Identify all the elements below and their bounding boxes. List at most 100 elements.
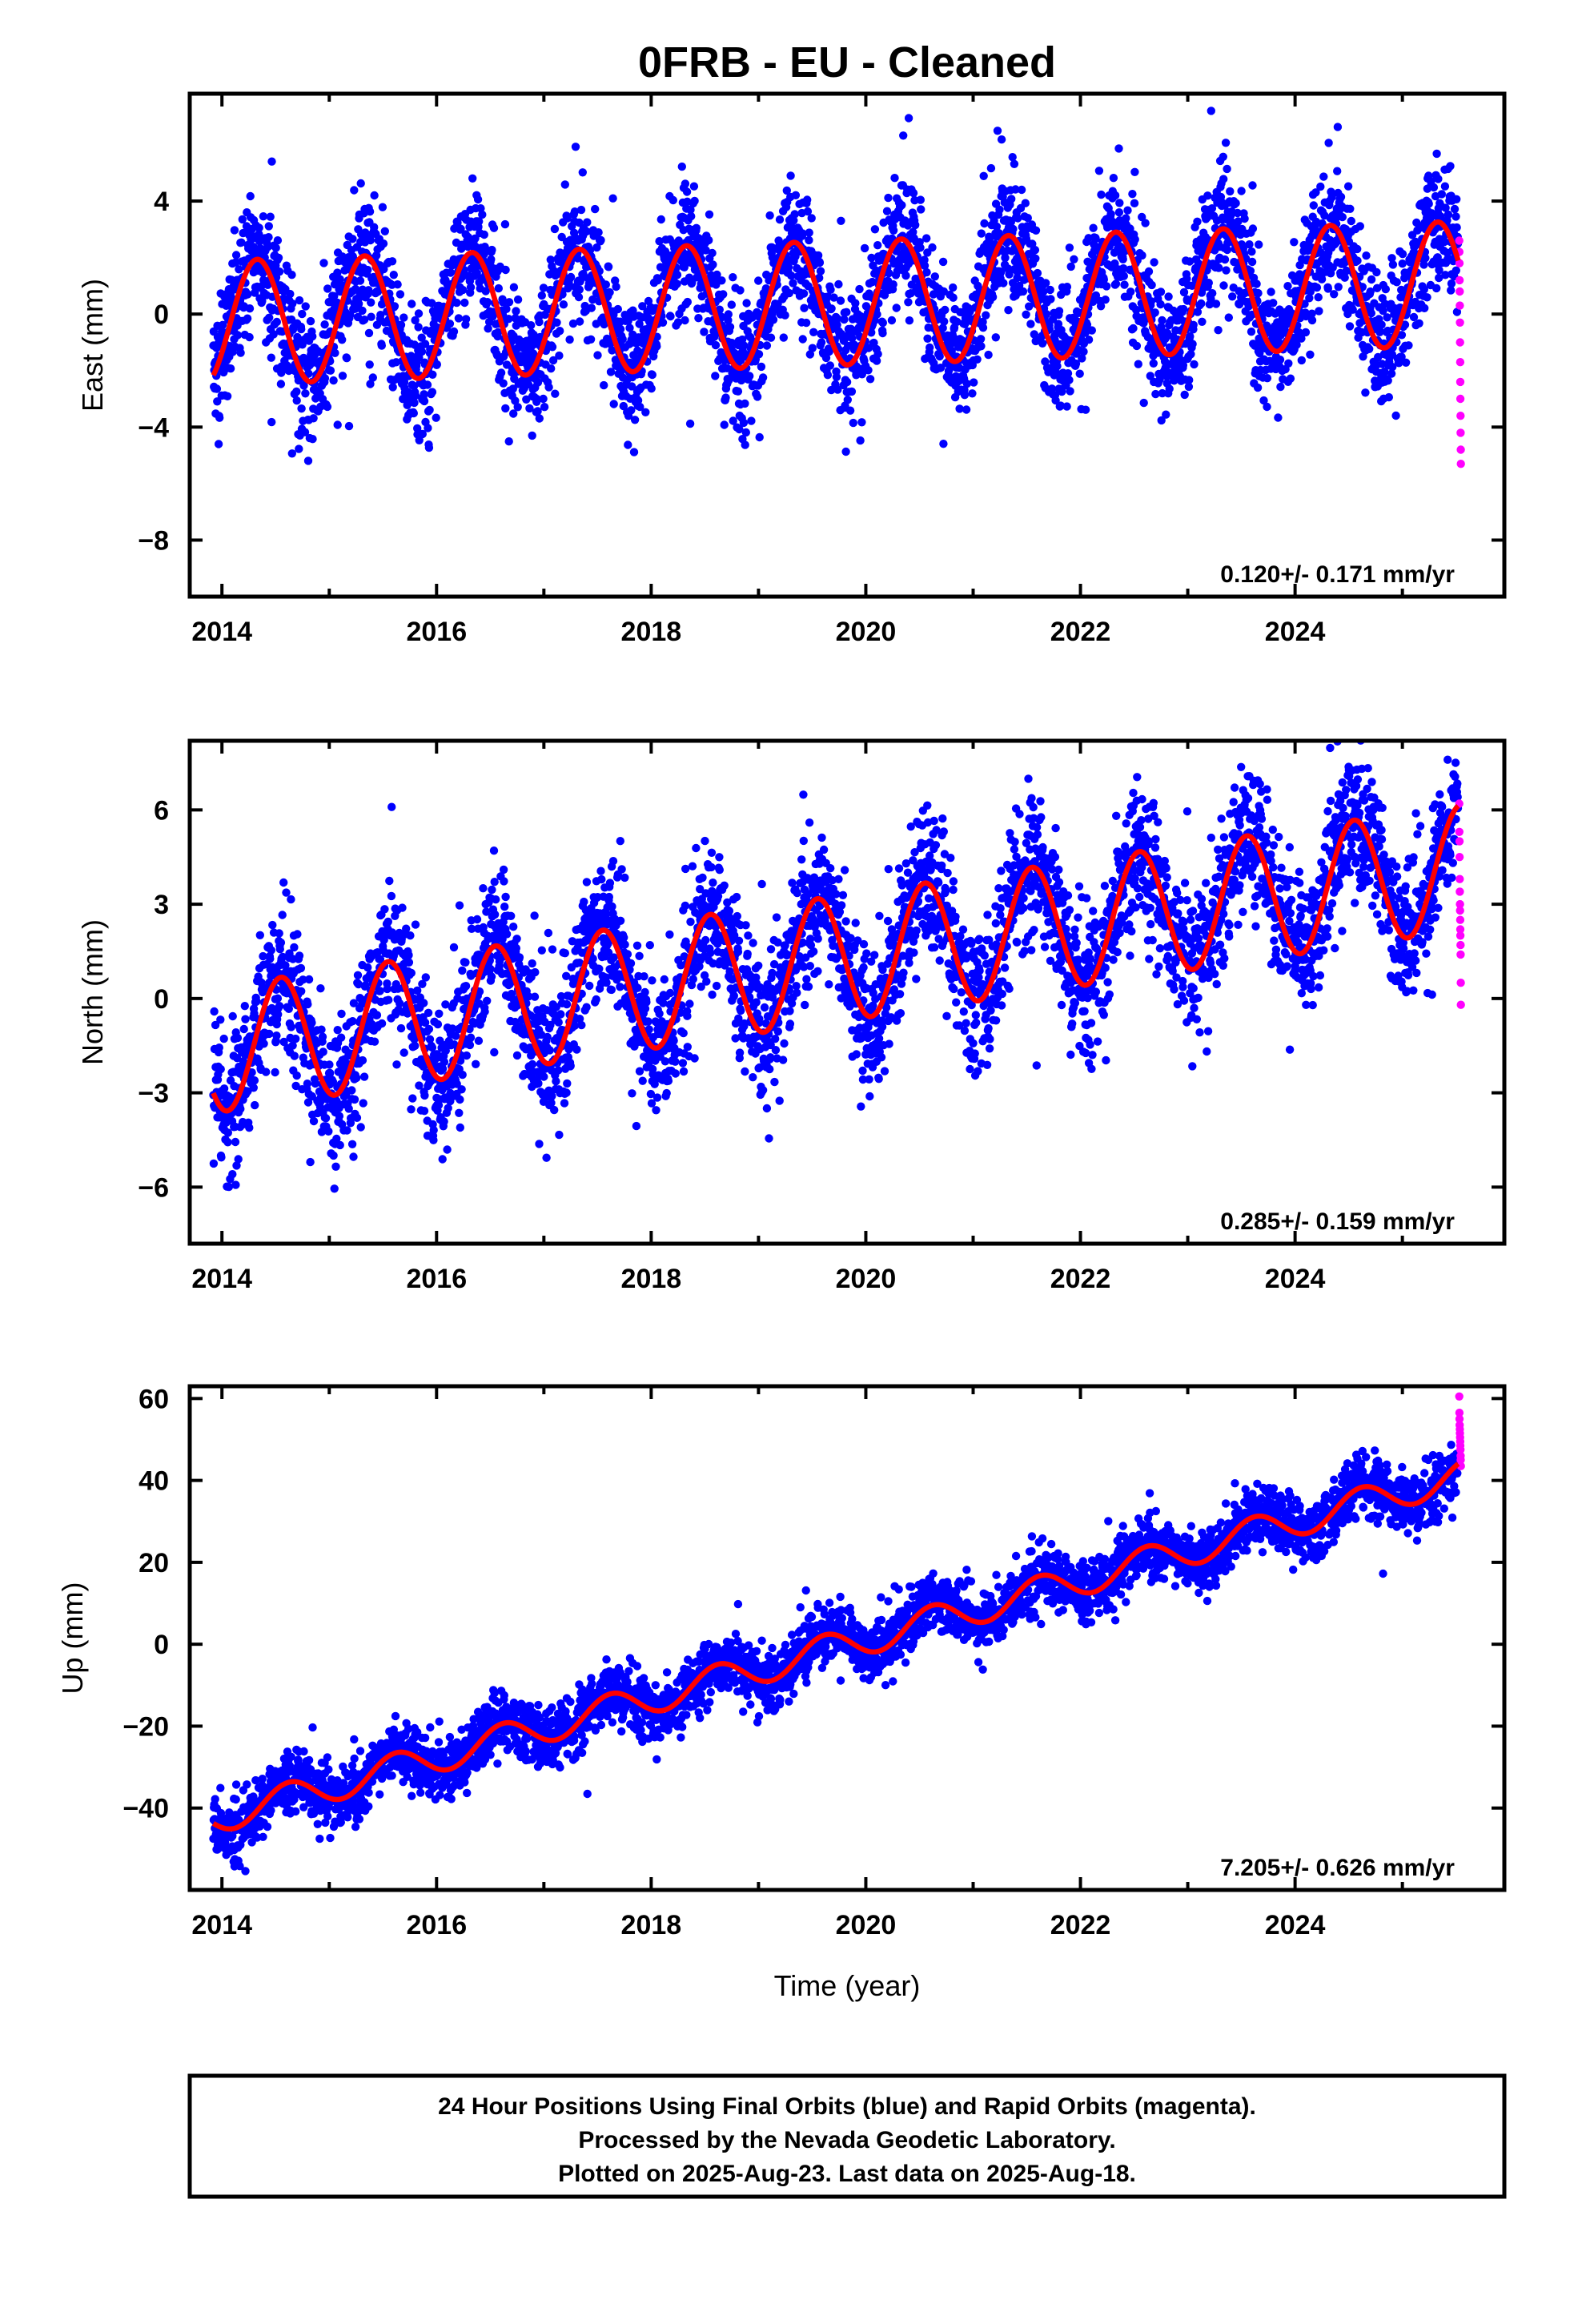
final-point	[681, 179, 690, 188]
final-point	[1404, 341, 1413, 350]
final-point	[938, 324, 947, 332]
final-point	[1334, 283, 1343, 292]
final-point	[1185, 257, 1195, 266]
final-point	[1429, 183, 1439, 192]
final-point	[829, 293, 838, 302]
final-point	[1146, 297, 1156, 306]
final-point	[240, 1002, 249, 1011]
final-point	[301, 389, 310, 398]
final-point	[606, 368, 616, 376]
final-point	[297, 987, 306, 996]
final-point	[259, 1039, 268, 1048]
final-point	[509, 283, 519, 292]
final-point	[1102, 282, 1111, 291]
final-point	[1443, 210, 1453, 219]
final-point	[266, 955, 275, 963]
final-point	[352, 1073, 361, 1083]
final-point	[258, 296, 267, 306]
final-point	[628, 306, 637, 315]
final-point	[375, 987, 384, 995]
final-point	[298, 309, 307, 319]
final-point	[320, 374, 330, 383]
final-point	[1063, 369, 1073, 378]
final-point	[375, 955, 385, 964]
final-point	[1333, 167, 1342, 175]
final-point	[652, 342, 661, 351]
final-point	[366, 380, 375, 388]
final-point	[1440, 237, 1449, 247]
final-point	[1188, 340, 1197, 348]
rapid-point	[1456, 318, 1464, 327]
final-point	[468, 174, 477, 183]
final-point	[582, 227, 591, 236]
final-point	[681, 316, 689, 325]
final-point	[330, 1184, 339, 1193]
rapid-point	[1456, 460, 1465, 468]
final-point	[725, 323, 735, 332]
rapid-point	[1456, 287, 1464, 296]
final-point	[1372, 267, 1381, 277]
final-point	[1323, 284, 1333, 293]
final-point	[424, 1024, 434, 1034]
final-point	[209, 1159, 219, 1168]
final-point	[627, 406, 636, 415]
final-point	[758, 373, 768, 382]
final-point	[867, 328, 876, 337]
final-point	[694, 314, 703, 323]
final-point	[384, 995, 393, 1004]
final-point	[1165, 384, 1174, 393]
final-point	[1342, 266, 1351, 275]
rapid-point	[1456, 445, 1465, 454]
final-point	[1309, 201, 1319, 210]
final-point	[1193, 217, 1202, 226]
final-point	[1311, 188, 1320, 197]
final-point	[368, 373, 377, 382]
final-point	[363, 963, 372, 972]
final-point	[406, 931, 415, 940]
final-point	[390, 302, 400, 311]
final-point	[291, 1034, 300, 1043]
final-point	[1247, 247, 1256, 256]
final-point	[1186, 350, 1195, 359]
final-point	[638, 302, 647, 311]
final-point	[781, 311, 789, 320]
final-point	[1333, 123, 1343, 131]
final-point	[540, 403, 549, 412]
final-point	[724, 316, 733, 325]
final-point	[1435, 266, 1443, 275]
final-point	[272, 317, 281, 327]
final-point	[269, 330, 278, 339]
final-point	[1150, 308, 1159, 317]
final-point	[885, 268, 893, 278]
final-point	[408, 1094, 417, 1103]
final-point	[252, 997, 261, 1006]
final-point	[275, 1002, 284, 1011]
final-point	[897, 201, 906, 210]
final-point	[544, 383, 553, 392]
final-point	[219, 320, 227, 329]
final-point	[1211, 300, 1221, 308]
final-point	[1119, 264, 1128, 273]
final-point	[455, 901, 464, 910]
final-point	[729, 416, 737, 425]
final-point	[454, 314, 464, 323]
final-point	[1348, 305, 1357, 314]
final-point	[872, 356, 881, 365]
final-point	[1245, 240, 1254, 249]
final-point	[233, 331, 243, 340]
final-point	[926, 343, 934, 352]
final-point	[347, 1140, 357, 1149]
x-tick-label: 2024	[1265, 617, 1326, 647]
final-point	[673, 271, 682, 279]
final-point	[847, 387, 857, 396]
final-point	[1066, 387, 1074, 396]
final-point	[480, 230, 488, 239]
final-point	[647, 384, 656, 393]
final-point	[878, 318, 888, 328]
final-point	[1186, 332, 1195, 341]
final-point	[767, 243, 777, 251]
final-point	[583, 218, 592, 227]
final-point	[471, 234, 480, 243]
final-point	[1207, 107, 1216, 115]
final-point	[807, 214, 816, 223]
